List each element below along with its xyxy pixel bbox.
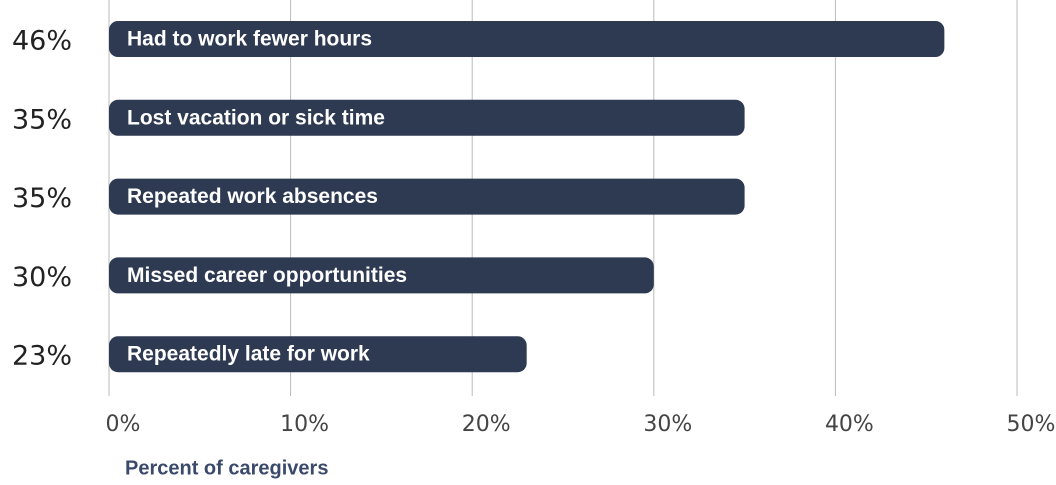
bar-label: Lost vacation or sick time xyxy=(127,106,385,129)
x-tick-label: 20% xyxy=(462,412,511,437)
x-tick-label: 0% xyxy=(106,412,141,437)
bar xyxy=(109,99,745,136)
value-label: 23% xyxy=(12,341,72,372)
x-tick-label: 40% xyxy=(825,412,874,437)
value-label: 35% xyxy=(12,183,72,214)
bar-label: Repeatedly late for work xyxy=(127,343,370,366)
value-label: 46% xyxy=(12,26,72,57)
x-axis-label: Percent of caregivers xyxy=(125,457,328,479)
bar xyxy=(109,21,945,57)
x-tick-label: 50% xyxy=(1007,412,1056,437)
value-label: 30% xyxy=(12,262,72,293)
bar xyxy=(109,257,654,294)
bar-label: Missed career opportunities xyxy=(127,264,407,287)
bar-label: Had to work fewer hours xyxy=(127,28,372,51)
x-tick-label: 30% xyxy=(643,412,692,437)
bar xyxy=(109,336,527,373)
bar-label: Repeated work absences xyxy=(127,185,378,208)
value-label: 35% xyxy=(12,104,72,135)
bar xyxy=(109,178,745,215)
x-tick-label: 10% xyxy=(280,412,329,437)
